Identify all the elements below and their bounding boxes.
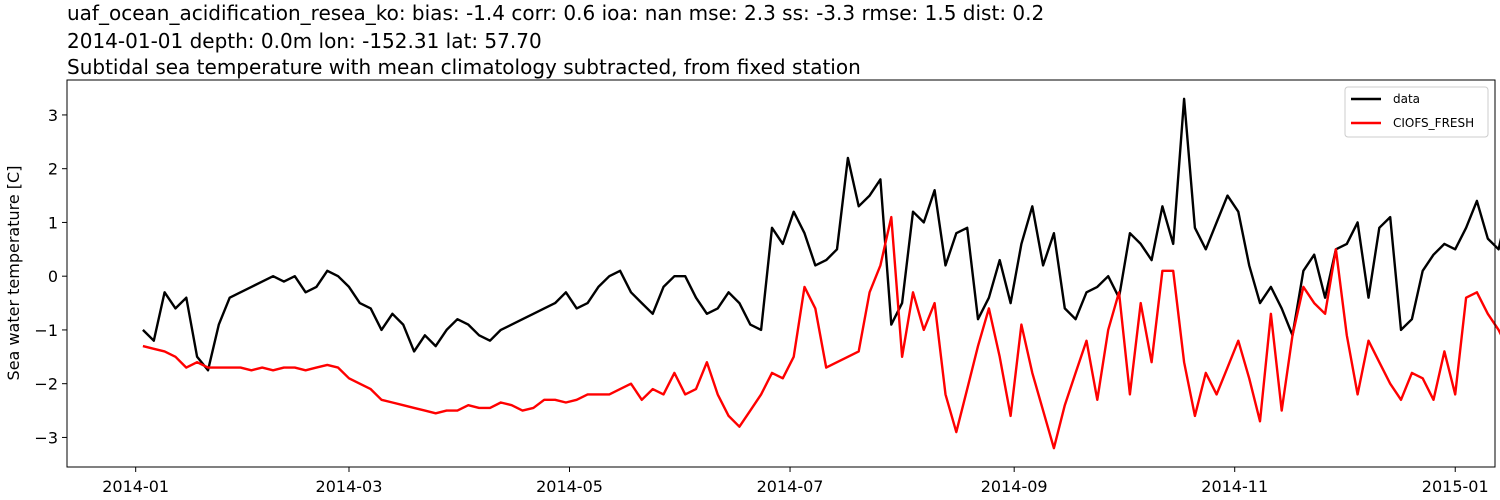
x-tick-label: 2014-07 (757, 477, 824, 496)
y-axis-label: Sea water temperature [C] (4, 166, 23, 381)
x-tick-label: 2014-09 (981, 477, 1048, 496)
x-axis: 2014-01 2014-03 2014-05 2014-07 2014-09 2014-… (102, 467, 1489, 496)
y-tick-label: 2 (48, 160, 58, 179)
x-tick-label: 2014-11 (1201, 477, 1268, 496)
chart-title-description: Subtidal sea temperature with mean clima… (67, 55, 861, 79)
y-axis: 3 2 1 0 −1 −2 −3 (34, 106, 67, 447)
legend: data CIOFS_FRESH (1344, 86, 1489, 138)
y-tick-label: −1 (34, 321, 58, 340)
x-tick-label: 2014-05 (536, 477, 603, 496)
legend-label: CIOFS_FRESH (1393, 116, 1474, 130)
y-tick-label: −3 (34, 428, 58, 447)
x-tick-label: 2015-01 (1422, 477, 1489, 496)
chart-title-location: 2014-01-01 depth: 0.0m lon: -152.31 lat:… (67, 29, 542, 53)
plot-content (142, 97, 1500, 450)
y-tick-label: 1 (48, 213, 58, 232)
y-tick-label: 3 (48, 106, 58, 125)
chart-title-stats: uaf_ocean_acidification_resea_ko: bias: … (67, 1, 1045, 25)
series-line-data (142, 97, 1500, 372)
y-tick-label: −2 (34, 375, 58, 394)
legend-label: data (1393, 92, 1420, 106)
series-line-model (142, 215, 1500, 450)
plot-frame (66, 79, 1496, 468)
x-tick-label: 2014-01 (102, 477, 169, 496)
y-tick-label: 0 (48, 267, 58, 286)
x-tick-label: 2014-03 (316, 477, 383, 496)
